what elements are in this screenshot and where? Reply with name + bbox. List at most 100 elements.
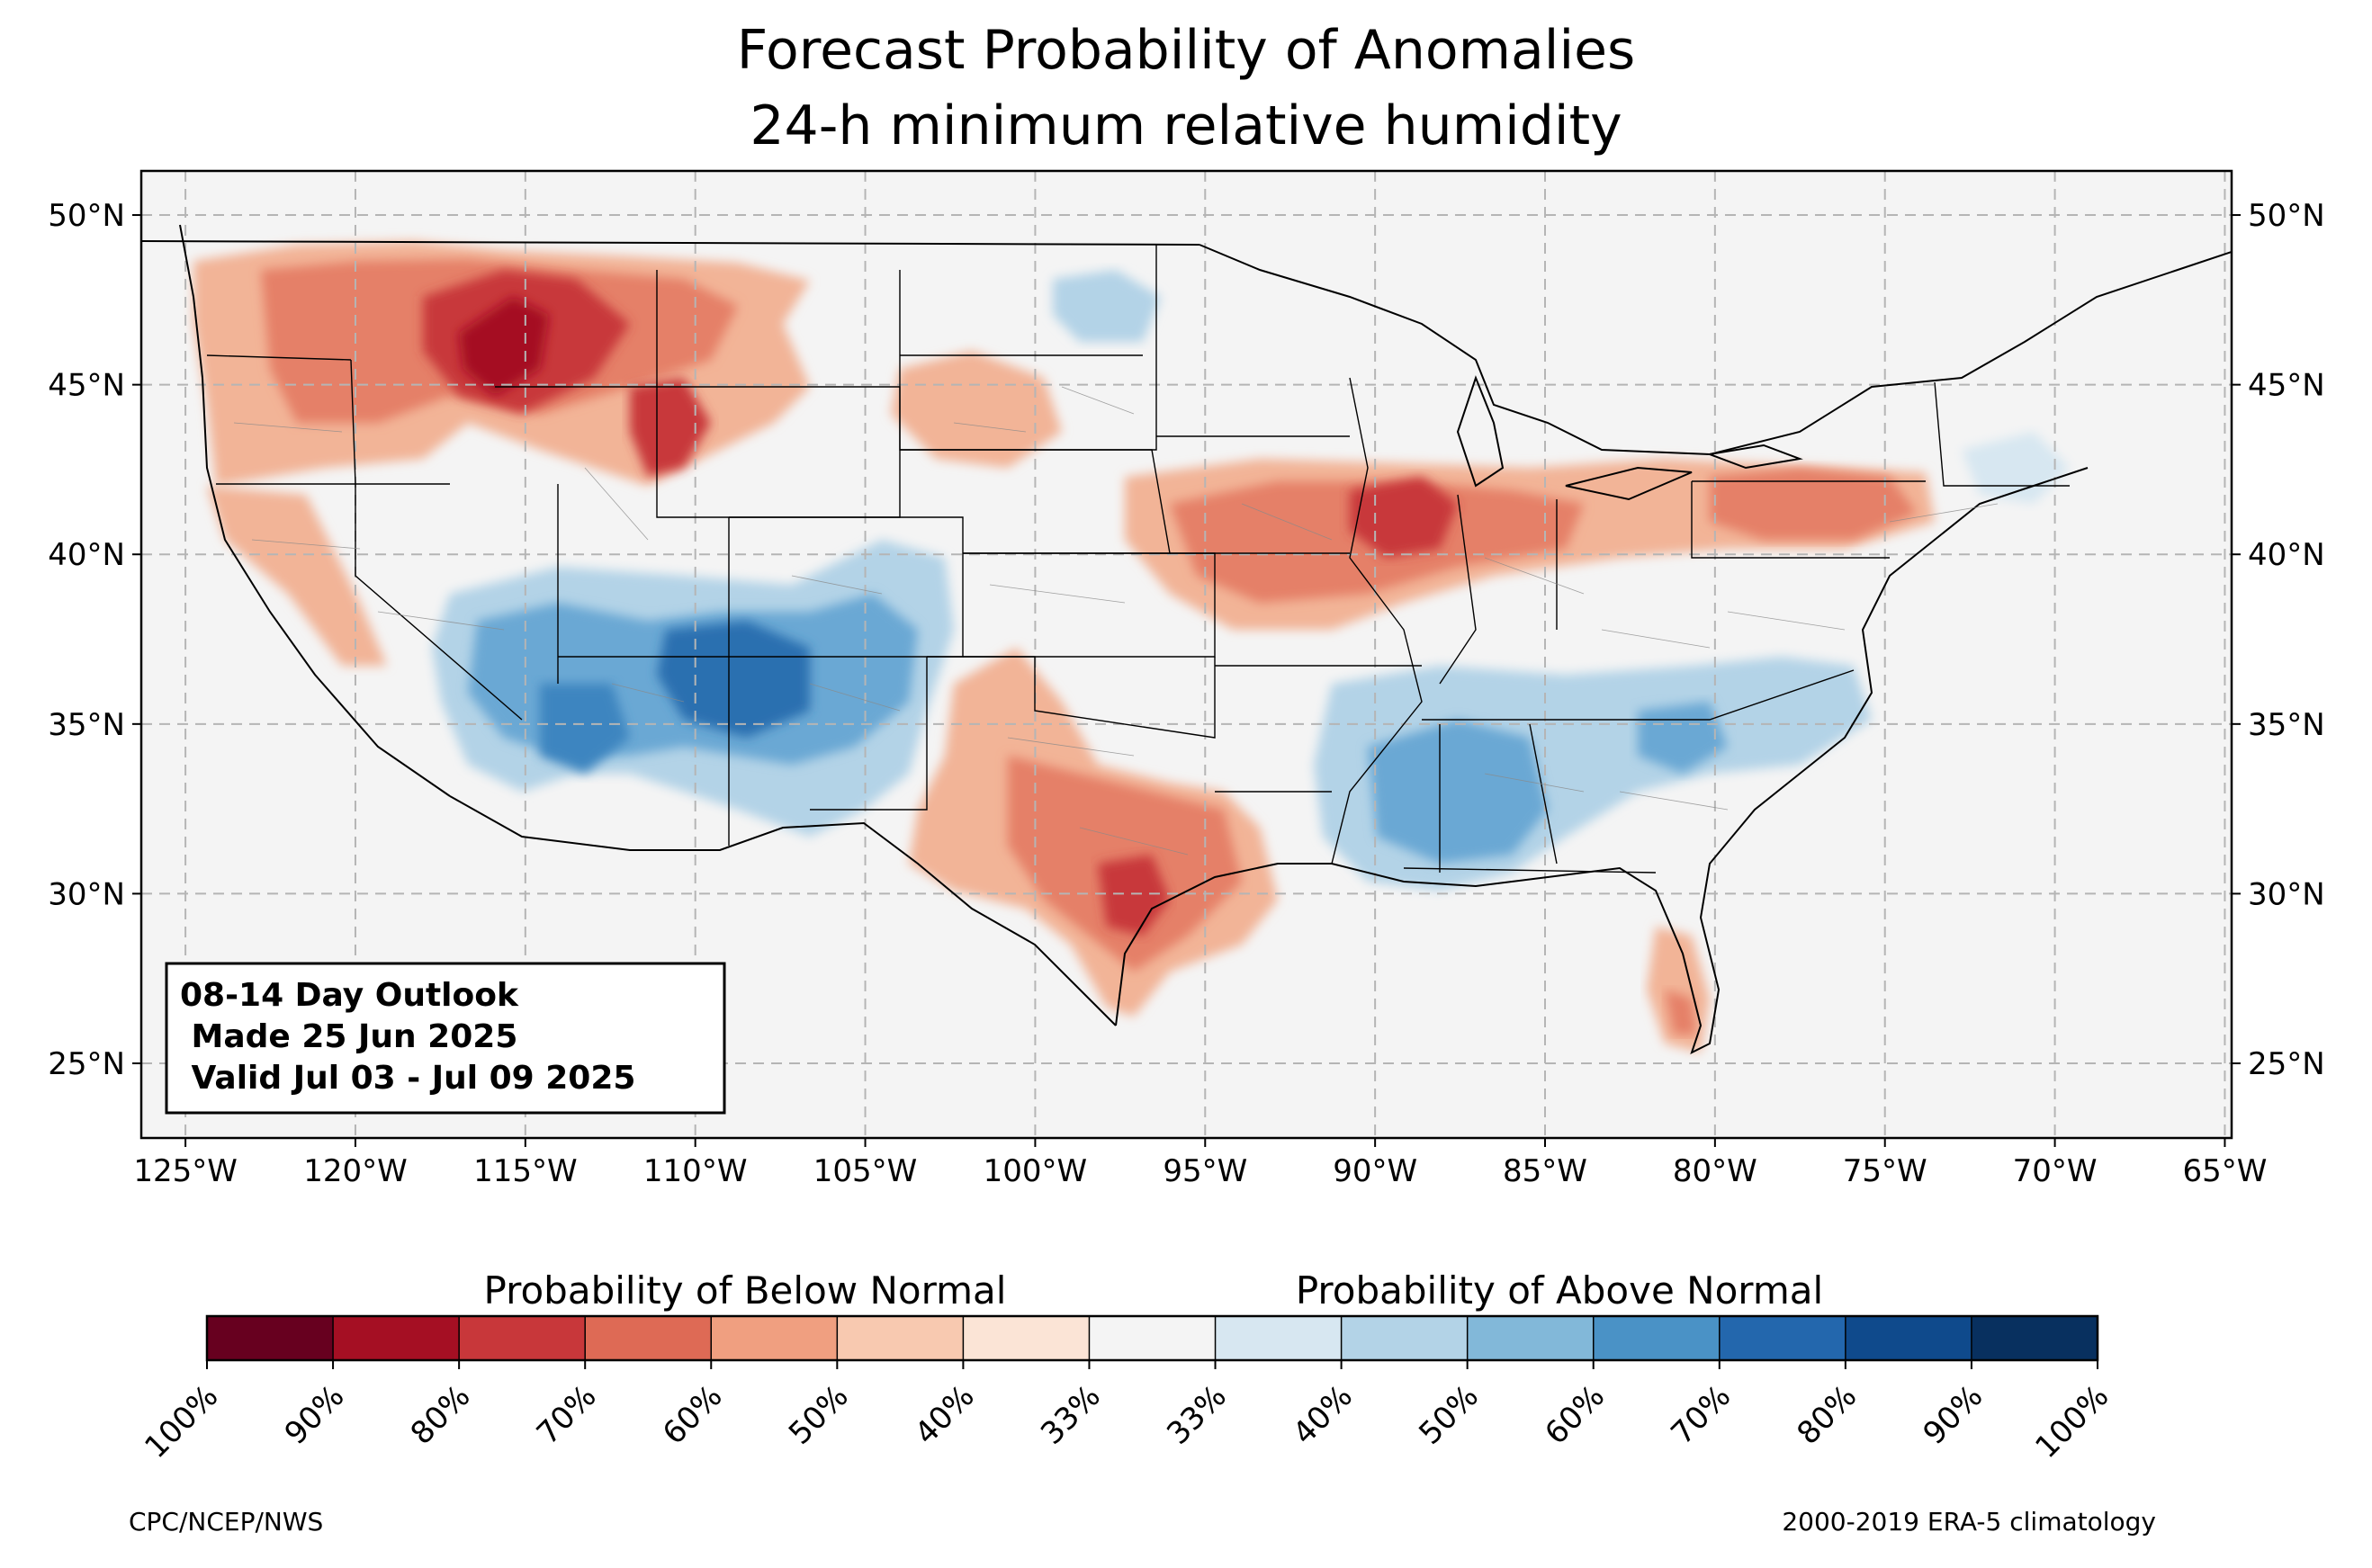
colorbar-tick-label: 90% (1917, 1378, 1990, 1452)
latitude-tick-label-left: 35°N (48, 707, 125, 743)
below-normal-area-idaho-peak (459, 297, 549, 396)
figure-title-line1: Forecast Probability of Anomalies (737, 19, 1636, 82)
longitude-tick-label: 95°W (1163, 1153, 1247, 1189)
canada-us-border-lakes (1199, 244, 2232, 456)
colorbar-tick-label: 80% (1791, 1378, 1864, 1452)
colorbar-swatch (1971, 1316, 2098, 1360)
latitude-tick-label-right: 35°N (2248, 707, 2325, 743)
latitude-axis-left: 50°N 45°N 40°N 35°N 30°N 25°N (48, 198, 141, 1082)
below-normal-area-illinois-core (1350, 477, 1458, 558)
colorbar-tick-label: 70% (530, 1378, 604, 1452)
great-lakes-ontario (1706, 444, 1803, 470)
county-line (233, 386, 1999, 856)
colorbar-tick-label: 40% (908, 1378, 982, 1452)
latitude-tick-label-left: 45°N (48, 368, 125, 404)
longitude-tick-label: 110°W (643, 1153, 748, 1189)
colorbar-tick-label: 100% (138, 1378, 225, 1465)
colorbar-swatch (963, 1316, 1091, 1360)
probability-shading (193, 241, 2070, 1053)
colorbar-swatch (585, 1316, 712, 1360)
state-border-ky-tn (1422, 669, 1855, 721)
colorbar-swatch (711, 1316, 838, 1360)
colorbar-swatch (837, 1316, 964, 1360)
longitude-tick-label: 120°W (303, 1153, 408, 1189)
latitude-tick-label-right: 25°N (2248, 1046, 2325, 1082)
colorbar-swatch (207, 1316, 334, 1360)
below-normal-area-california (207, 486, 387, 666)
below-normal-area-montana (630, 378, 711, 477)
longitude-axis: 125°W 120°W 115°W 110°W 105°W 100°W 95°W 90°W 85… (133, 1138, 2267, 1189)
county-border-lines (233, 386, 1999, 856)
longitude-tick-label: 70°W (2013, 1153, 2098, 1189)
latitude-tick-label-left: 50°N (48, 198, 125, 234)
latitude-tick-label-right: 45°N (2248, 368, 2325, 404)
latitude-tick-label-left: 25°N (48, 1046, 125, 1082)
colorbar-tick-label: 90% (278, 1378, 352, 1452)
state-border-il-in (1439, 494, 1477, 685)
outlook-period: 08-14 Day Outlook (180, 977, 519, 1014)
colorbar-tick-label: 40% (1286, 1378, 1360, 1452)
colorbar-swatch (459, 1316, 586, 1360)
colorbar-above-label: Probability of Above Normal (1296, 1268, 1823, 1313)
state-border-ok-tx (927, 656, 1216, 739)
colorbar-tick-label: 50% (782, 1378, 856, 1452)
state-border-lines (206, 245, 2070, 874)
longitude-tick-label: 80°W (1673, 1153, 1757, 1189)
longitude-tick-label: 75°W (1843, 1153, 1927, 1189)
latitude-tick-label-left: 30°N (48, 876, 125, 912)
latitude-axis-right: 50°N 45°N 40°N 35°N 30°N 25°N (2232, 198, 2325, 1082)
longitude-tick-label: 105°W (813, 1153, 918, 1189)
state-border-ga-fl (1403, 867, 1657, 874)
state-border-id-west (350, 359, 356, 485)
longitude-tick-label: 65°W (2183, 1153, 2268, 1189)
longitude-tick-label: 90°W (1333, 1153, 1417, 1189)
longitude-tick-label: 125°W (133, 1153, 238, 1189)
colorbar-tick-label: 60% (656, 1378, 730, 1452)
colorbar-tick-label: 60% (1538, 1378, 1612, 1452)
great-lakes-erie (1565, 466, 1693, 501)
colorbar-swatch (333, 1316, 460, 1360)
latitude-tick-label-left: 40°N (48, 537, 125, 573)
state-border-mississippi-river (1331, 377, 1423, 865)
colorbar-tick-labels: 100% 90% 80% 70% 60% 50% 40% 33% 33% 40% 50% 60% 70%… (138, 1360, 2116, 1465)
below-normal-area-dakotas (891, 351, 1062, 468)
colorbar-tick-label: 33% (1034, 1378, 1108, 1452)
colorbar-tick-label: 50% (1412, 1378, 1486, 1452)
west-coastline (179, 224, 451, 797)
outlook-valid-range: Valid Jul 03 - Jul 09 2025 (180, 1060, 635, 1097)
footer-source: CPC/NCEP/NWS (129, 1507, 323, 1537)
colorbar-tick-label: 100% (2028, 1378, 2116, 1465)
latitude-tick-label-right: 40°N (2248, 537, 2325, 573)
above-normal-area-arizona-core (540, 684, 630, 774)
longitude-tick-label: 115°W (473, 1153, 578, 1189)
state-border-al-ga (1529, 723, 1558, 865)
above-normal-area-southeast-mid (1368, 720, 1548, 864)
state-border-ks-ok (963, 552, 1216, 658)
state-border-wa-or (206, 354, 352, 361)
state-border-co (729, 516, 964, 658)
map-panel: 125°W 120°W 115°W 110°W 105°W 100°W 95°W 90°W 85… (48, 169, 2325, 1189)
colorbar-below-label: Probability of Below Normal (484, 1268, 1007, 1313)
country-border-lines (141, 224, 2232, 1054)
map-frame (139, 169, 2233, 1140)
below-normal-area-florida-core (1665, 990, 1696, 1035)
state-border-ca-nv (355, 484, 523, 721)
outlook-box-frame (165, 962, 726, 1115)
colorbar-tick-label: 70% (1664, 1378, 1738, 1452)
above-normal-area-upper-midwest (1053, 270, 1161, 342)
above-normal-area-four-corners-core (657, 621, 810, 738)
below-normal-area-texas-core (1098, 855, 1170, 936)
gulf-coastline (1115, 467, 2089, 1054)
figure-title-line2: 24-h minimum relative humidity (750, 94, 1622, 157)
colorbar-swatch (1341, 1316, 1469, 1360)
great-lakes-michigan (1456, 375, 1505, 488)
outlook-made-date: Made 25 Jun 2025 (180, 1018, 517, 1055)
colorbar-tick-label: 80% (404, 1378, 478, 1452)
colorbar-frame (205, 1314, 2099, 1362)
latitude-tick-label-right: 50°N (2248, 198, 2325, 234)
outlook-info-box: 08-14 Day Outlook Made 25 Jun 2025 Valid… (165, 962, 726, 1115)
colorbar-swatch (1845, 1316, 1972, 1360)
colorbar-swatch (1719, 1316, 1846, 1360)
colorbar-tick-label: 33% (1160, 1378, 1234, 1452)
